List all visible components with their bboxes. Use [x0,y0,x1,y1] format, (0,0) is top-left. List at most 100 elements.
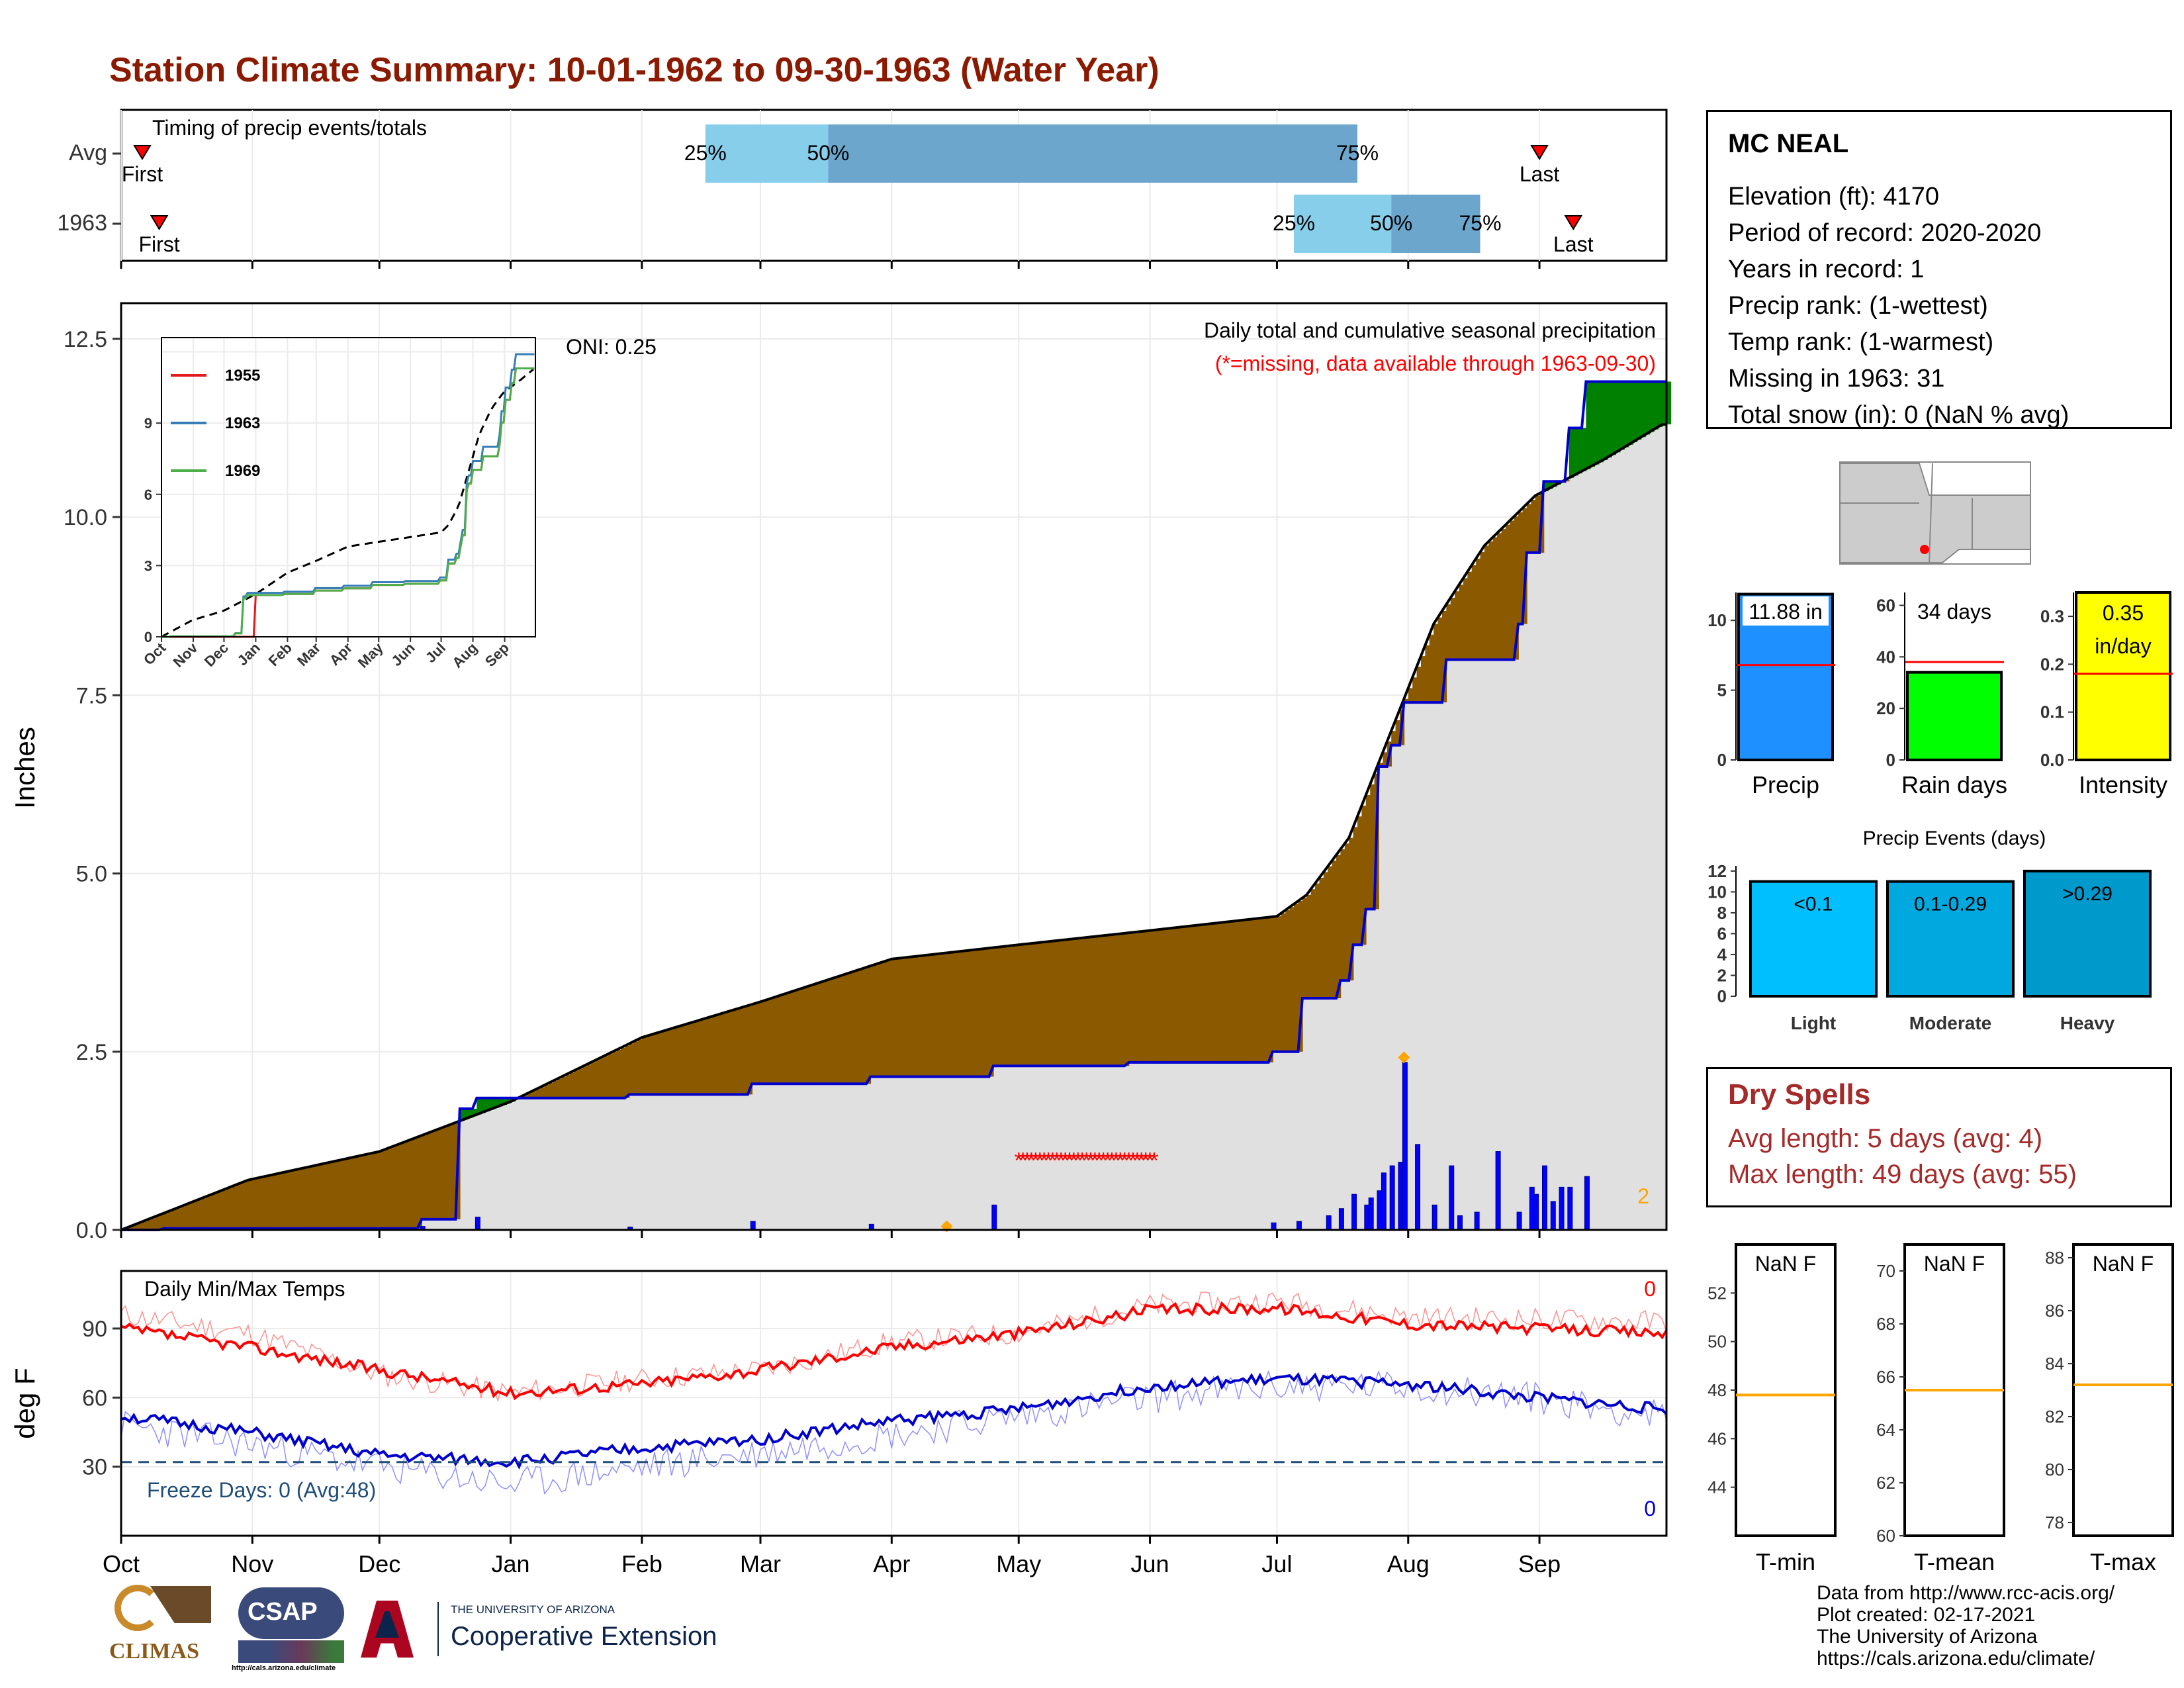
precip-departure-bar [773,998,778,1084]
precip-departure-bar [1526,504,1532,553]
daily-precip-bar [1338,1208,1344,1231]
precip-departure-bar [684,1025,690,1095]
precip-departure-bar [1281,913,1287,1052]
precip-departure-bar [1429,634,1434,703]
precip-departure-bar [1205,924,1210,1062]
daily-precip-bar [1326,1215,1332,1231]
summary-bar-category: Intensity [2079,771,2167,798]
precip-departure-bar [1006,946,1011,1066]
missing-data-marker: * [1095,1148,1103,1173]
precip-departure-bar [189,1203,194,1229]
precip-departure-bar [1167,928,1172,1062]
precip-departure-bar [1476,558,1481,660]
missing-data-marker: * [1015,1148,1023,1173]
precip-departure-bar [1234,921,1240,1062]
precip-departure-bar [1607,381,1612,458]
summary-bar [1906,671,2003,762]
precip-departure-bar [1273,916,1278,1052]
precip-departure-bar [1628,381,1633,445]
climas-logo-text: CLIMAS [109,1639,200,1664]
ua-logo[interactable]: THE UNIVERSITY OF ARIZONA Cooperative Ex… [361,1598,745,1664]
precip-departure-bar [298,1168,304,1229]
precip-departure-bar [1073,939,1079,1066]
missing-data-marker: * [1048,1148,1057,1173]
precip-departure-bar [959,951,964,1077]
last-event-marker [1564,215,1583,230]
precip-departure-bar [985,948,990,1077]
precip-departure-bar [1594,381,1600,465]
precip-event-bar-label: >0.29 [2062,883,2113,905]
tmax-avg-line [120,1300,1668,1401]
precip-departure-bar [1425,645,1430,703]
precip-departure-bar [485,1098,490,1111]
precip-departure-bar [972,950,978,1077]
summary-ytick-label: 0.0 [2040,750,2064,770]
daily-precip-bar [1533,1194,1539,1231]
temp-panel: 30 60 90 deg F Daily Min/Max Temps Freeze … [9,1270,1668,1537]
precip-departure-bar [1132,932,1138,1062]
precip-departure-bar [256,1178,261,1229]
precip-departure-bar [362,1155,367,1229]
month-label: Apr [873,1550,910,1577]
summary-ytick-label: 5 [1717,680,1727,700]
station-location-marker [1920,545,1929,554]
timing-pct-label: 25% [684,141,727,165]
precip-departure-bar [184,1205,190,1229]
missing-data-marker: * [1040,1148,1048,1173]
precip-departure-bar [1437,617,1443,703]
precip-departure-bar [980,949,985,1077]
precip-departure-bar [1014,945,1020,1066]
missing-data-marker: * [1133,1148,1142,1173]
precip-departure-bar [731,1010,736,1095]
precip-departure-bar [1298,901,1303,1052]
month-label: Nov [231,1550,273,1577]
temp-summary-value-label: NaN F [1924,1252,1985,1276]
missing-data-marker: * [1027,1148,1036,1173]
precip-departure-bar [1632,381,1638,442]
temp-summary-ytick-label: 64 [1876,1420,1895,1440]
precip-departure-bar [146,1219,152,1230]
station-period: Period of record: 2020-2020 [1728,219,2042,247]
precip-departure-bar [349,1158,355,1229]
station-missing: Missing in 1963: 31 [1728,365,1945,393]
month-label: May [996,1550,1041,1577]
temp-ylabel: deg F [9,1368,40,1438]
precip-departure-bar [167,1211,173,1229]
timing-pct-label: 75% [1336,141,1379,165]
precip-departure-bar [1124,933,1130,1066]
temp-summary-ytick-label: 78 [2045,1513,2064,1532]
precip-departure-bar [468,1108,473,1118]
precip-departure-bar [1662,381,1667,425]
missing-data-marker: * [1103,1148,1112,1173]
temp-min-count: 0 [1644,1497,1656,1521]
precip-departure-bar [1501,529,1506,660]
daily-precip-bar [1389,1165,1395,1231]
precip-events-title: Precip Events (days) [1863,827,2046,849]
precip-departure-bar [599,1058,605,1098]
csap-logo[interactable]: CSAP http://cals.arizona.edu/climate [232,1583,351,1676]
precip-departure-bar [1408,688,1413,703]
precip-departure-bar [459,1108,465,1121]
max-precip-marker [1398,1051,1410,1064]
precip-departure-bar [866,967,872,1084]
precip-departure-bar [1569,428,1574,478]
precip-departure-bar [1484,545,1490,660]
summary-bar-charts: 0 5 10 Precip 11.88 in 0 20 40 60 Rain days 34 day… [1707,591,2173,798]
missing-data-marker: * [1082,1148,1091,1173]
precip-departure-bar [1370,784,1375,910]
missing-data-marker: * [1137,1148,1146,1173]
summary-ytick-label: 0 [1717,750,1727,770]
precip-departure-bar [1310,889,1316,998]
temp-summary-ytick-label: 88 [2045,1248,2064,1268]
precip-events-chart: Precip Events (days) <0.1 Light 0.1-0.29 Mod… [1707,827,2173,1033]
events-ytick-label: 0 [1717,986,1727,1006]
precip-departure-bar [1404,698,1409,703]
timing-bar-25-50 [705,124,829,183]
climas-logo[interactable]: CLIMAS [109,1583,215,1671]
precip-departure-bar [1590,381,1596,467]
precip-departure-bar [1120,933,1125,1066]
credit-line: Data from http://www.rcc-acis.org/ [1817,1582,2115,1604]
precip-departure-bar [383,1150,388,1229]
precip-departure-bar [1289,907,1295,1052]
precip-departure-bar [1141,931,1146,1062]
